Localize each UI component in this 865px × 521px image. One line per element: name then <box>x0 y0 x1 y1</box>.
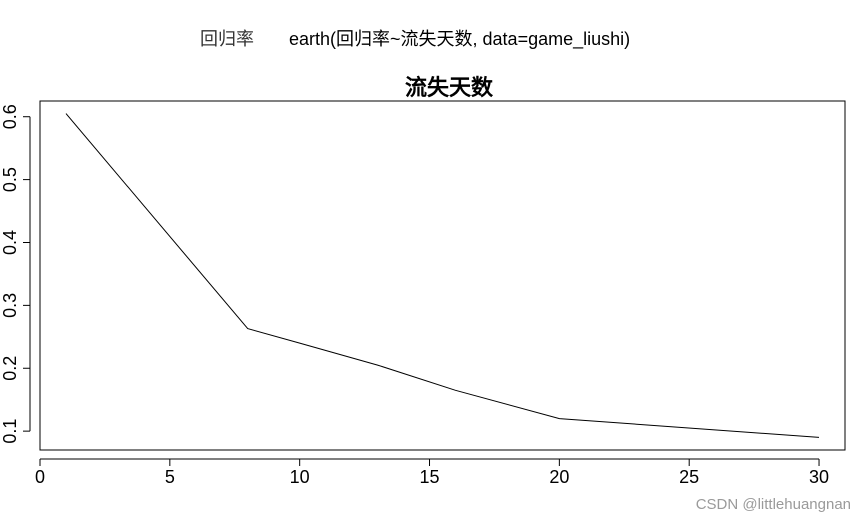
x-axis: 0 5 10 15 20 25 30 <box>35 458 829 487</box>
response-variable-label: 回归率 <box>200 29 254 50</box>
chart-title: 流失天数 <box>405 75 494 101</box>
plot-header: 回归率 earth(回归率~流失天数, data=game_liushi) <box>0 25 865 51</box>
model-call-label: earth(回归率~流失天数, data=game_liushi) <box>289 29 631 49</box>
series-layer <box>65 113 820 438</box>
x-tick-label: 20 <box>549 467 569 487</box>
plot-frame <box>39 100 846 451</box>
x-tick-label: 10 <box>290 467 310 487</box>
series-line-0 <box>65 113 820 438</box>
y-tick-label: 0.1 <box>0 419 20 444</box>
watermark: CSDN @littlehuangnan <box>695 496 851 513</box>
y-tick-label: 0.4 <box>0 230 20 255</box>
x-tick-label: 0 <box>35 467 45 487</box>
x-tick-label: 15 <box>420 467 440 487</box>
y-tick-label: 0.3 <box>0 293 20 318</box>
x-tick-label: 25 <box>679 467 699 487</box>
y-tick-label: 0.2 <box>0 356 20 381</box>
x-tick-label: 30 <box>809 467 829 487</box>
y-tick-label: 0.5 <box>0 167 20 192</box>
y-tick-label: 0.6 <box>0 104 20 129</box>
y-axis: 0.1 0.2 0.3 0.4 0.5 0.6 <box>0 104 31 444</box>
x-tick-label: 5 <box>165 467 175 487</box>
